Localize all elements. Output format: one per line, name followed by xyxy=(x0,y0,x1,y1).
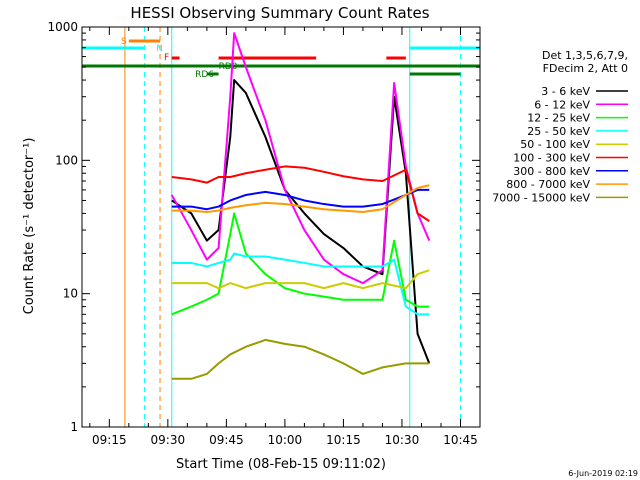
y-axis-label: Count Rate (s⁻¹ detector⁻¹) xyxy=(22,138,37,315)
x-axis-label: Start Time (08-Feb-15 09:11:02) xyxy=(176,457,386,472)
y-tick-label: 10 xyxy=(63,287,78,301)
axes: 1 10 100 1000 09:15 09:30 09:45 10:00 10:15 10:30… xyxy=(47,20,481,447)
legend-label: 3 - 6 keV xyxy=(541,85,590,98)
legend-label: 50 - 100 keV xyxy=(520,138,590,151)
legend-label: 7000 - 15000 keV xyxy=(492,191,590,204)
series-line xyxy=(171,165,430,222)
x-tick-label: 10:30 xyxy=(385,433,420,447)
x-tick-label: 10:45 xyxy=(443,433,478,447)
legend-label: 12 - 25 keV xyxy=(527,112,590,125)
y-tick-label: 1000 xyxy=(47,20,78,34)
series-line xyxy=(171,79,431,364)
legend-label: 100 - 300 keV xyxy=(513,152,590,165)
legend-label: 25 - 50 keV xyxy=(527,125,590,138)
legend-label: 300 - 800 keV xyxy=(513,165,590,178)
plot-frame xyxy=(81,26,481,428)
chart-title: HESSI Observing Summary Count Rates xyxy=(130,4,429,22)
mode-label: S xyxy=(121,37,127,47)
series-line xyxy=(170,32,431,285)
series-line xyxy=(171,269,430,290)
series-line xyxy=(171,188,430,211)
series-line xyxy=(171,184,430,213)
legend-label: 800 - 7000 keV xyxy=(506,178,590,191)
mode-label: N xyxy=(156,44,163,54)
y-tick-label: 100 xyxy=(55,153,78,167)
series-line xyxy=(171,252,430,316)
series-line xyxy=(171,338,430,380)
legend-header: Det 1,3,5,6,7,9, xyxy=(542,49,628,62)
footer-date: 6-Jun-2019 02:19 xyxy=(568,469,638,478)
x-tick-label: 10:00 xyxy=(268,433,303,447)
mode-label: F xyxy=(164,53,169,63)
mode-label: RD6 xyxy=(195,70,214,80)
x-tick-label: 10:15 xyxy=(326,433,361,447)
legend-header: FDecim 2, Att 0 xyxy=(543,62,628,75)
y-tick-label: 1 xyxy=(70,420,78,434)
x-tick-label: 09:45 xyxy=(209,433,244,447)
legend-label: 6 - 12 keV xyxy=(534,98,590,111)
x-tick-label: 09:15 xyxy=(92,433,127,447)
mode-label: RD0 xyxy=(219,62,238,72)
x-tick-label: 09:30 xyxy=(151,433,186,447)
legend: Det 1,3,5,6,7,9,FDecim 2, Att 0 3 - 6 keV… xyxy=(492,49,628,204)
observing-bands: S NF RD0 RD6 xyxy=(82,27,480,427)
series-line xyxy=(171,212,430,316)
plot-area xyxy=(170,32,431,380)
